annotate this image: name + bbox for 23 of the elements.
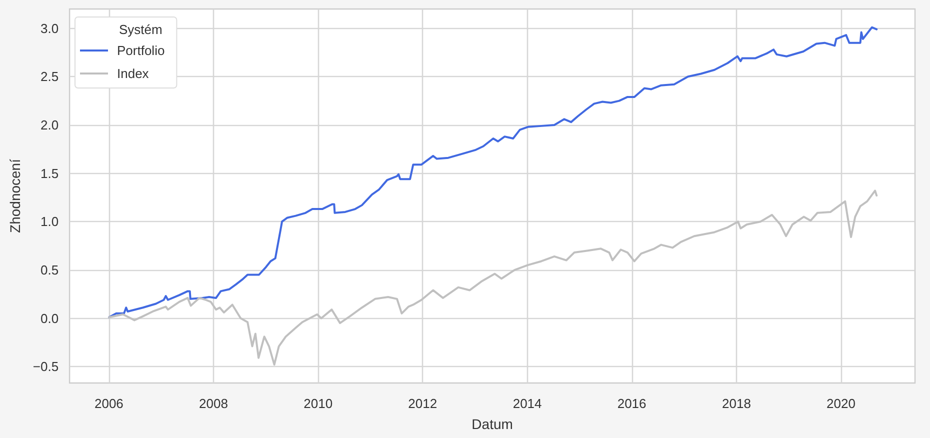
legend-label: Index [117,66,150,81]
x-tick-label: 2008 [198,396,228,411]
y-tick-label: 1.0 [40,214,59,230]
x-tick-label: 2020 [826,396,856,411]
x-tick-label: 2006 [94,396,124,411]
y-tick-label: 2.5 [40,69,59,84]
x-tick-label: 2010 [304,396,333,411]
line-series [108,26,878,318]
x-tick-label: 2018 [722,396,751,411]
y-axis-title: Zhodnocení [7,158,23,233]
y-tick-label: −0.5 [32,359,59,374]
y-tick-label: 3.0 [40,20,59,36]
y-tick-label: 1.5 [40,166,59,181]
legend-label: Portfolio [117,43,165,58]
x-tick-label: 2016 [617,396,646,411]
y-tick-label: 0.0 [40,310,59,326]
legend-title: Systém [119,22,162,37]
y-tick-label: 0.5 [40,262,59,278]
line-series [108,190,878,366]
y-tick-label: 2.0 [40,117,59,132]
x-tick-label: 2014 [512,396,542,411]
x-axis-title: Datum [472,416,513,432]
x-tick-label: 2012 [408,396,438,411]
